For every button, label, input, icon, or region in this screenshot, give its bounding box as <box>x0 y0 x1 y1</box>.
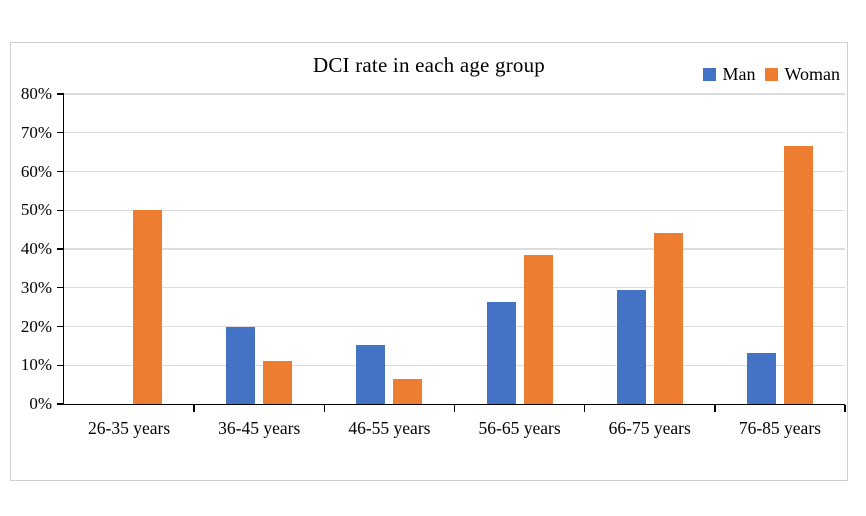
y-axis-tick-label: 0% <box>29 394 52 413</box>
gridline-60% <box>64 170 845 173</box>
x-axis-category-label: 76-85 years <box>738 418 821 438</box>
legend-label-man: Man <box>722 64 756 84</box>
x-axis-tick <box>323 405 326 413</box>
bar-man-46-55-years <box>356 345 386 404</box>
bar-man-56-65-years <box>486 302 516 404</box>
gridline-40% <box>64 248 845 250</box>
x-axis-tick <box>714 405 716 413</box>
gridline-30% <box>64 287 845 289</box>
bar-woman-76-85-years <box>783 145 813 404</box>
gridline-50% <box>64 209 845 211</box>
x-axis-category-label: 26-35 years <box>88 418 171 438</box>
x-axis-tick <box>193 405 195 413</box>
x-axis-category-label: 56-65 years <box>478 418 561 438</box>
y-axis-tick-label: 70% <box>20 122 52 142</box>
y-axis-tick-label: 60% <box>20 161 52 181</box>
legend: Man Woman <box>703 64 840 85</box>
x-axis-tick <box>453 405 456 413</box>
legend-swatch-woman <box>765 68 779 81</box>
chart-title: DCI rate in each age group <box>312 53 546 77</box>
y-axis-tick-50% <box>57 209 64 211</box>
x-axis-tick <box>844 405 846 413</box>
gridline-80% <box>64 93 845 95</box>
gridline-10% <box>64 364 845 366</box>
x-axis-category-label: 36-45 years <box>218 418 301 438</box>
plot-area: 0% 10% 20% 30% 40% 50% 60% 70% 80% 26-35 years 36-… <box>21 84 846 438</box>
legend-item-man: Man <box>703 64 755 85</box>
y-axis-tick-80% <box>57 93 64 95</box>
y-axis-tick-30% <box>57 287 64 289</box>
bar-woman-46-55-years <box>393 378 423 404</box>
y-axis-tick-label: 10% <box>20 355 52 375</box>
y-axis-tick-label: 80% <box>20 84 52 103</box>
gridline-20% <box>64 325 845 328</box>
bar-man-76-85-years <box>746 353 776 404</box>
y-axis-tick-0% <box>57 403 64 405</box>
y-axis-tick-label: 40% <box>20 239 52 258</box>
y-axis-tick-60% <box>57 170 64 173</box>
bar-woman-56-65-years <box>523 254 553 404</box>
y-axis-tick-20% <box>57 325 64 328</box>
bar-man-66-75-years <box>616 289 646 404</box>
x-axis-category-label: 66-75 years <box>608 418 691 438</box>
y-axis-tick-label: 30% <box>20 277 52 297</box>
legend-item-woman: Woman <box>765 64 840 85</box>
y-axis-tick-40% <box>57 248 64 250</box>
bar-woman-36-45-years <box>263 361 293 404</box>
chart-container: DCI rate in each age group Man Woman 0% 10… <box>10 42 848 481</box>
bar-woman-66-75-years <box>653 232 683 404</box>
gridline-70% <box>64 132 845 134</box>
y-axis-tick-10% <box>57 364 64 366</box>
legend-swatch-man <box>703 68 717 81</box>
bar-man-36-45-years <box>226 326 256 404</box>
x-axis-tick <box>583 405 586 413</box>
y-axis-tick-label: 20% <box>20 316 52 336</box>
bar-woman-26-35-years <box>133 210 163 404</box>
y-axis-tick-label: 50% <box>20 200 52 220</box>
y-axis-tick-70% <box>57 132 64 134</box>
x-axis-category-label: 46-55 years <box>348 418 431 438</box>
legend-label-woman: Woman <box>784 64 840 84</box>
